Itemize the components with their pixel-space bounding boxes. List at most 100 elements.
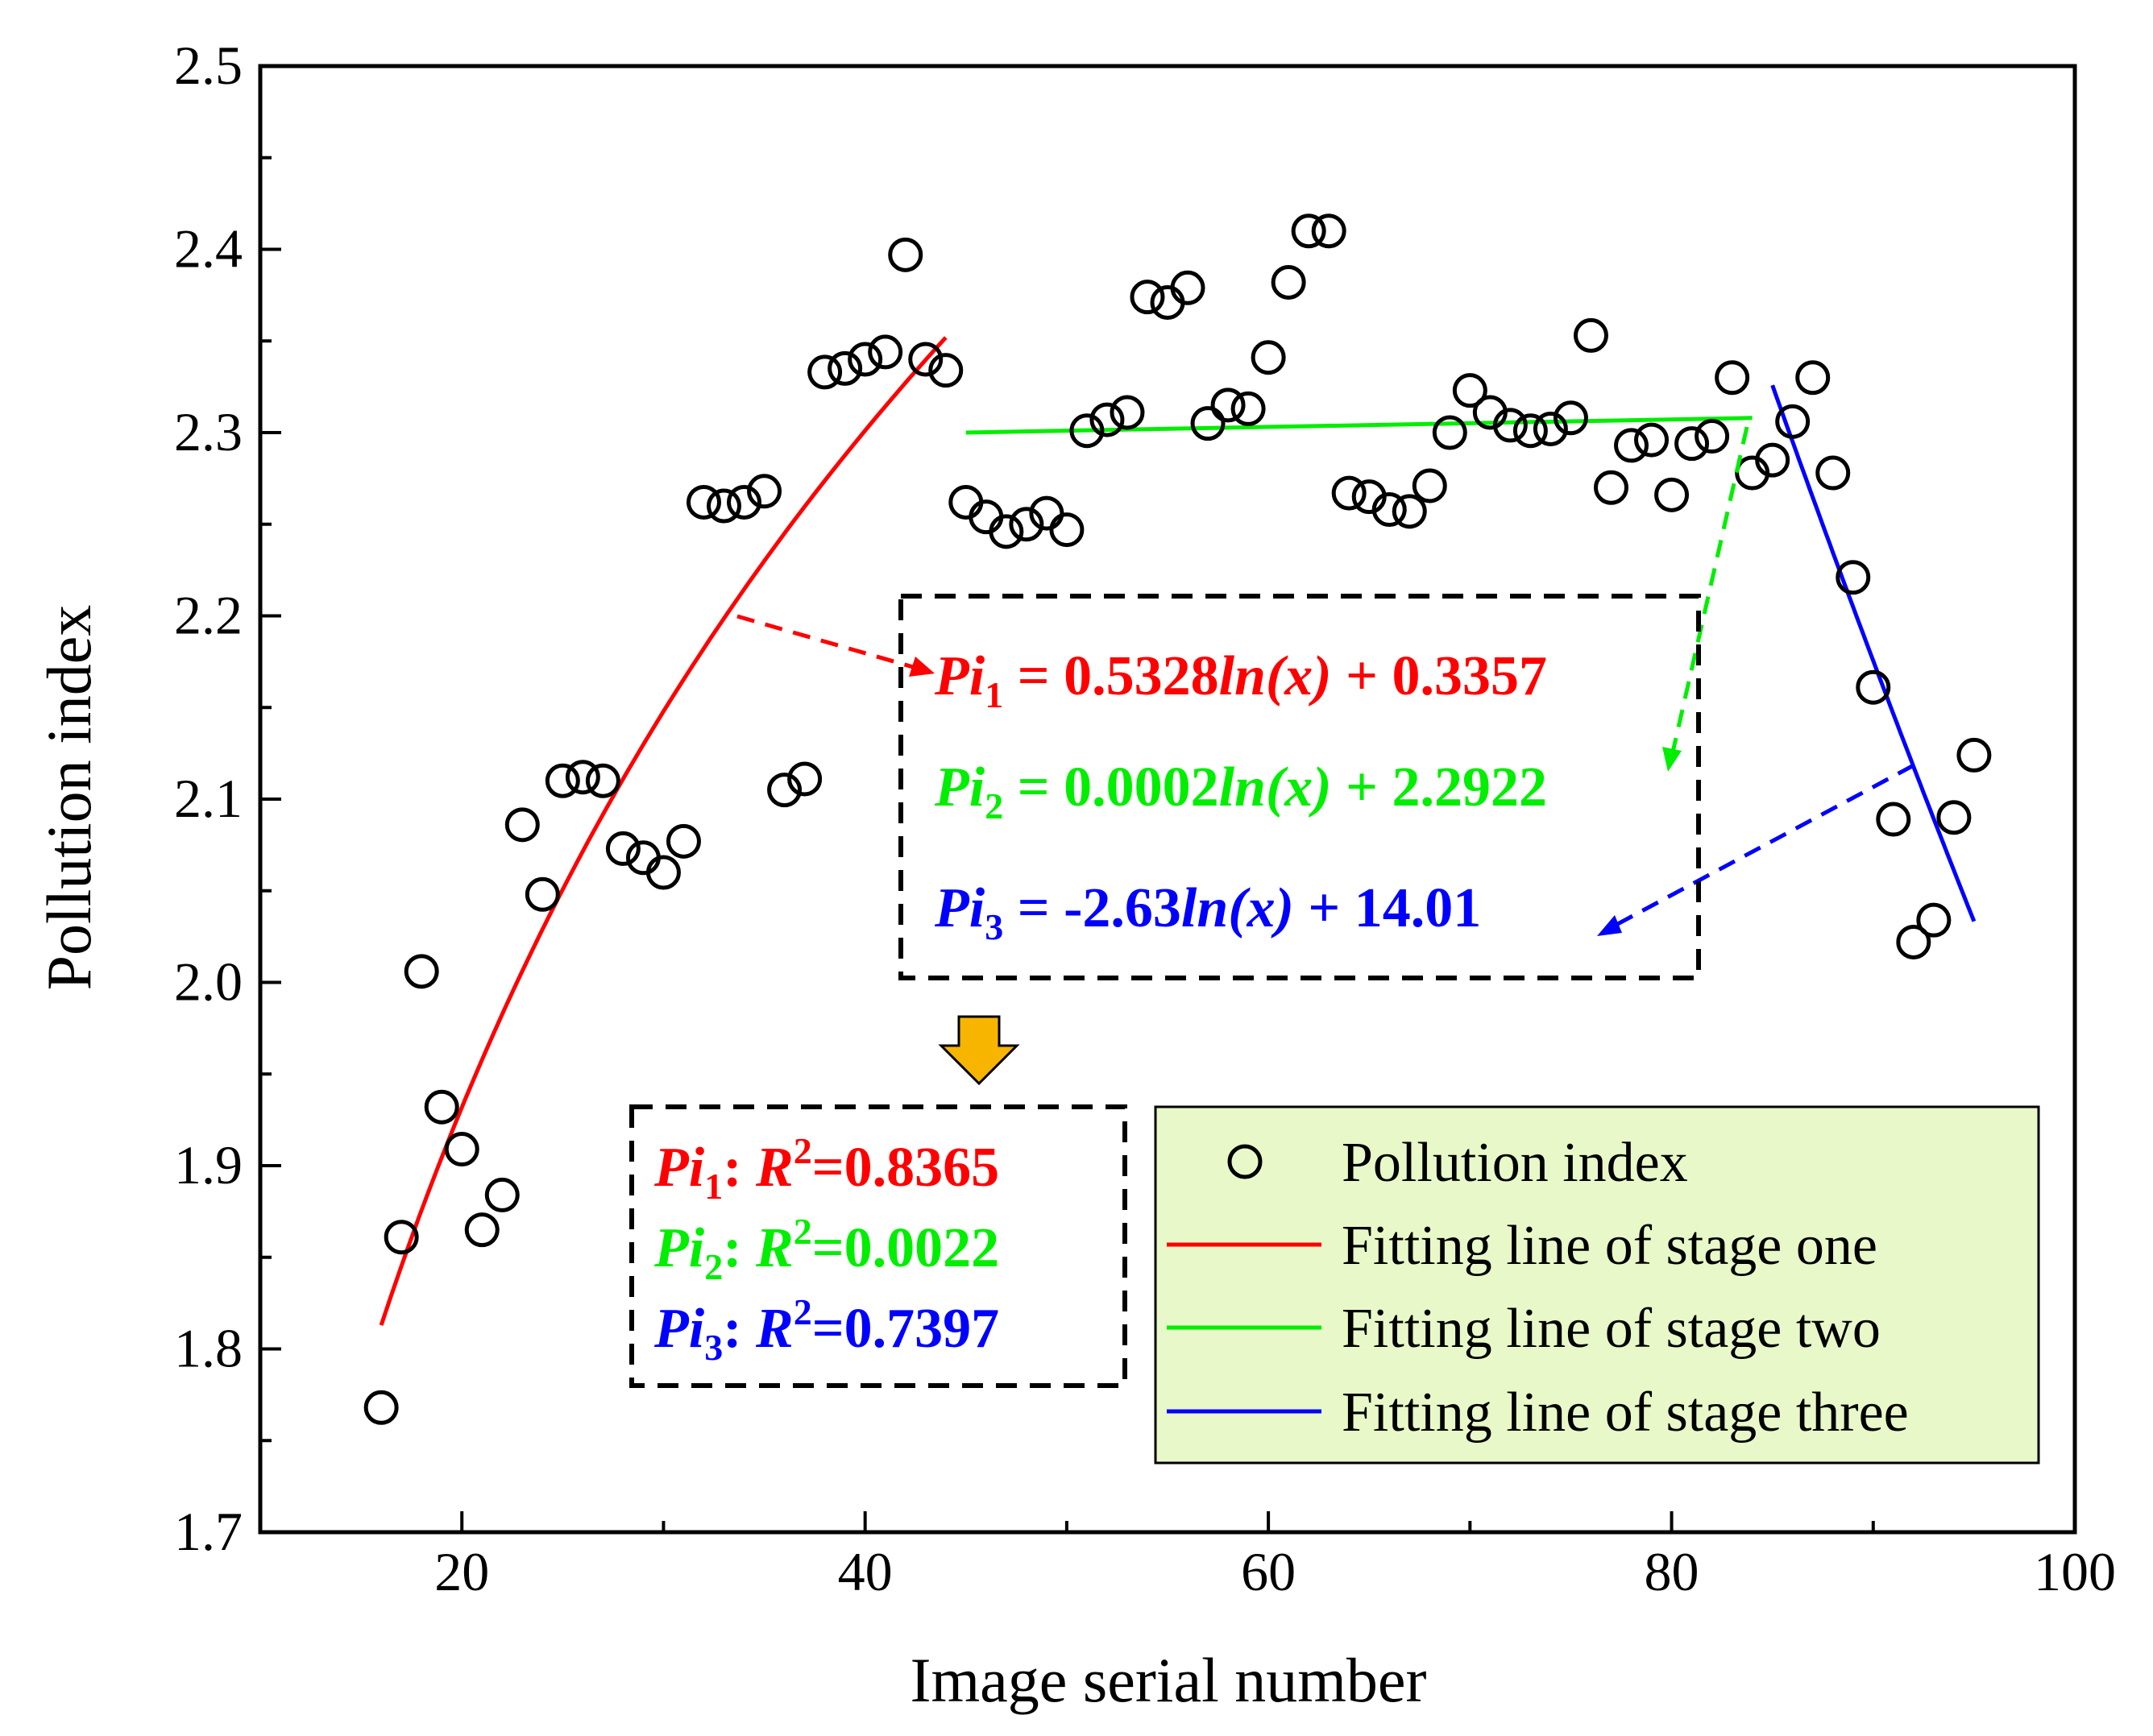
x-axis-label: Image serial number — [910, 1645, 1426, 1715]
data-point — [1715, 360, 1750, 396]
data-point — [525, 876, 560, 912]
data-point — [1130, 280, 1165, 315]
y-tick-label: 1.8 — [174, 1318, 243, 1379]
data-point — [1432, 415, 1467, 450]
arrowhead-stage-one — [909, 657, 935, 677]
data-point — [1271, 264, 1306, 300]
data-point — [424, 1089, 459, 1125]
data-point — [1876, 802, 1911, 837]
data-point — [707, 488, 742, 524]
data-point — [1856, 669, 1891, 705]
data-point — [1170, 270, 1205, 305]
data-point — [848, 342, 883, 377]
data-point — [1492, 408, 1528, 443]
x-tick-labels: 20 40 60 80 100 — [434, 1541, 2116, 1602]
data-point — [1836, 560, 1871, 595]
data-point — [585, 763, 620, 798]
data-point — [1512, 413, 1548, 449]
data-point — [1815, 455, 1851, 491]
data-point — [1150, 284, 1185, 320]
data-point — [1795, 360, 1831, 396]
legend-label: Pollution index — [1342, 1132, 1688, 1194]
data-point — [1654, 477, 1690, 512]
fit-line-stage-one — [379, 336, 948, 1326]
data-point — [605, 831, 641, 866]
arrow-stage-three — [1612, 763, 1915, 929]
data-point — [727, 484, 762, 520]
data-point — [1210, 387, 1246, 423]
data-point — [747, 474, 782, 509]
r-squared-stage-1: Pi1: R2=0.8365 — [653, 1130, 999, 1207]
equation-stage-2: Pi2 = 0.0002ln(x) + 2.2922 — [934, 756, 1547, 827]
data-point — [1452, 373, 1487, 408]
legend: Pollution index Fitting line of stage one… — [1167, 1132, 1909, 1444]
equations: Pi1 = 0.5328ln(x) + 0.3357 Pi2 = 0.0002ln… — [934, 645, 1547, 947]
data-point — [384, 1220, 419, 1255]
data-point — [363, 1390, 399, 1425]
equations-box — [898, 594, 1701, 980]
r-squared-stage-3: Pi3: R2=0.7397 — [653, 1291, 999, 1368]
data-point — [948, 484, 984, 520]
data-point — [807, 354, 843, 390]
data-point — [686, 484, 721, 520]
data-point — [1009, 507, 1044, 542]
y-tick-label: 1.9 — [174, 1134, 243, 1195]
data-point — [1371, 492, 1407, 528]
x-tick-label: 40 — [838, 1541, 893, 1602]
arrowhead-stage-two — [1662, 747, 1682, 772]
data-point — [1916, 902, 1952, 938]
data-point — [1695, 419, 1730, 454]
x-tick-label: 80 — [1645, 1541, 1699, 1602]
data-point — [1291, 213, 1326, 249]
data-point — [1674, 426, 1710, 462]
y-tick-label: 2.0 — [174, 951, 243, 1013]
y-tick-label: 2.3 — [174, 401, 243, 462]
data-point — [1634, 422, 1670, 458]
equation-stage-1: Pi1 = 0.5328ln(x) + 0.3357 — [934, 645, 1547, 715]
equation-stage-3: Pi3 = -2.63ln(x) + 14.01 — [934, 877, 1481, 947]
data-point — [1251, 340, 1286, 375]
data-point — [1775, 404, 1811, 439]
down-arrow-icon — [938, 1015, 1020, 1086]
r-squared-stage-2: Pi2: R2=0.0022 — [653, 1211, 999, 1287]
data-point — [828, 350, 863, 386]
data-point — [504, 807, 540, 843]
data-point — [404, 954, 439, 989]
data-point — [1896, 924, 1931, 959]
fit-line-stage-three — [1770, 384, 1977, 922]
y-axis-label: Pollution index — [34, 605, 104, 991]
data-point — [928, 353, 964, 388]
data-point — [767, 773, 803, 808]
data-point — [1392, 494, 1427, 529]
y-tick-label: 2.1 — [174, 768, 243, 829]
data-point — [1190, 406, 1226, 441]
r-squared-box — [629, 1104, 1127, 1388]
legend-box — [1154, 1105, 2040, 1465]
arrowhead-stage-three — [1597, 915, 1622, 936]
y-tick-label: 2.5 — [174, 35, 243, 96]
data-point — [1412, 468, 1447, 503]
data-point — [1049, 512, 1085, 548]
data-point — [666, 823, 701, 859]
y-tick-labels: 1.7 1.8 1.9 2.0 2.1 2.2 2.3 2.4 2.5 — [174, 35, 243, 1562]
data-point — [1069, 413, 1105, 449]
arrow-stage-one — [736, 614, 919, 671]
data-point — [1311, 213, 1346, 249]
y-tick-label: 2.4 — [174, 218, 243, 280]
data-point — [1089, 402, 1125, 437]
legend-label: Fitting line of stage two — [1342, 1298, 1881, 1360]
data-point — [545, 763, 580, 798]
data-point — [565, 760, 600, 795]
data-point — [1755, 442, 1790, 478]
annotation-arrows — [736, 426, 1915, 936]
legend-marker-circle — [1227, 1144, 1263, 1179]
axis-ticks — [259, 64, 2076, 1534]
y-tick-label: 2.2 — [174, 585, 243, 646]
data-point — [989, 514, 1024, 549]
data-point — [1553, 400, 1588, 436]
scatter-points — [363, 213, 1992, 1425]
legend-label: Fitting line of stage three — [1342, 1382, 1909, 1444]
data-point — [1593, 470, 1628, 505]
y-tick-label: 1.7 — [174, 1501, 243, 1562]
legend-label: Fitting line of stage one — [1342, 1215, 1877, 1277]
